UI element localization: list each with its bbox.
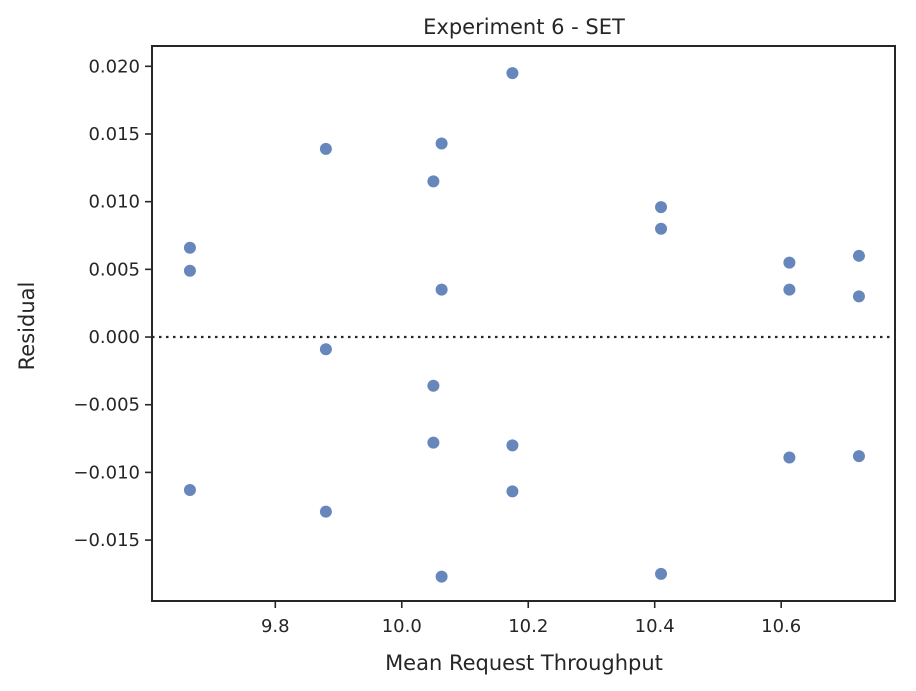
y-tick-label: −0.015 bbox=[73, 530, 140, 551]
x-axis: 9.8 10.0 10.2 10.4 10.6 bbox=[261, 601, 801, 637]
y-tick-label: 0.015 bbox=[88, 124, 140, 145]
data-point bbox=[506, 439, 519, 452]
data-point bbox=[319, 505, 332, 518]
y-tick-label: −0.010 bbox=[73, 462, 140, 483]
y-tick-label: 0.010 bbox=[88, 192, 140, 213]
y-axis-label: Residual bbox=[15, 282, 39, 371]
data-point bbox=[783, 256, 796, 269]
data-point bbox=[506, 67, 519, 80]
data-point bbox=[435, 570, 448, 583]
x-tick-label: 10.6 bbox=[761, 616, 801, 637]
x-tick-label: 9.8 bbox=[261, 616, 290, 637]
data-point bbox=[655, 201, 668, 214]
x-tick-label: 10.4 bbox=[635, 616, 675, 637]
data-point bbox=[852, 450, 865, 463]
data-point bbox=[319, 142, 332, 155]
y-tick-label: 0.005 bbox=[88, 259, 140, 280]
data-point bbox=[427, 379, 440, 392]
data-point bbox=[783, 451, 796, 464]
data-point bbox=[319, 343, 332, 356]
data-point bbox=[655, 567, 668, 580]
data-point bbox=[183, 484, 196, 496]
data-point bbox=[427, 436, 440, 449]
data-point bbox=[183, 264, 196, 277]
data-point bbox=[783, 283, 796, 296]
data-point bbox=[435, 283, 448, 296]
x-axis-label: Mean Request Throughput bbox=[385, 651, 663, 675]
data-points bbox=[183, 67, 865, 583]
data-point bbox=[435, 137, 448, 150]
data-point bbox=[852, 290, 865, 303]
x-tick-label: 10.0 bbox=[382, 616, 422, 637]
data-point bbox=[506, 485, 519, 498]
y-axis: 0.020 0.015 0.010 0.005 0.000 −0.005 −0.010 −0.… bbox=[73, 56, 152, 551]
chart-title: Experiment 6 - SET bbox=[423, 15, 625, 39]
data-point bbox=[427, 175, 440, 188]
data-point bbox=[852, 249, 865, 262]
y-tick-label: 0.000 bbox=[88, 327, 140, 348]
data-point bbox=[183, 241, 196, 254]
x-tick-label: 10.2 bbox=[508, 616, 548, 637]
plot-area bbox=[151, 45, 896, 602]
plot-frame bbox=[151, 45, 896, 602]
y-tick-label: 0.020 bbox=[88, 56, 140, 77]
data-point bbox=[655, 222, 668, 235]
y-tick-label: −0.005 bbox=[73, 395, 140, 416]
